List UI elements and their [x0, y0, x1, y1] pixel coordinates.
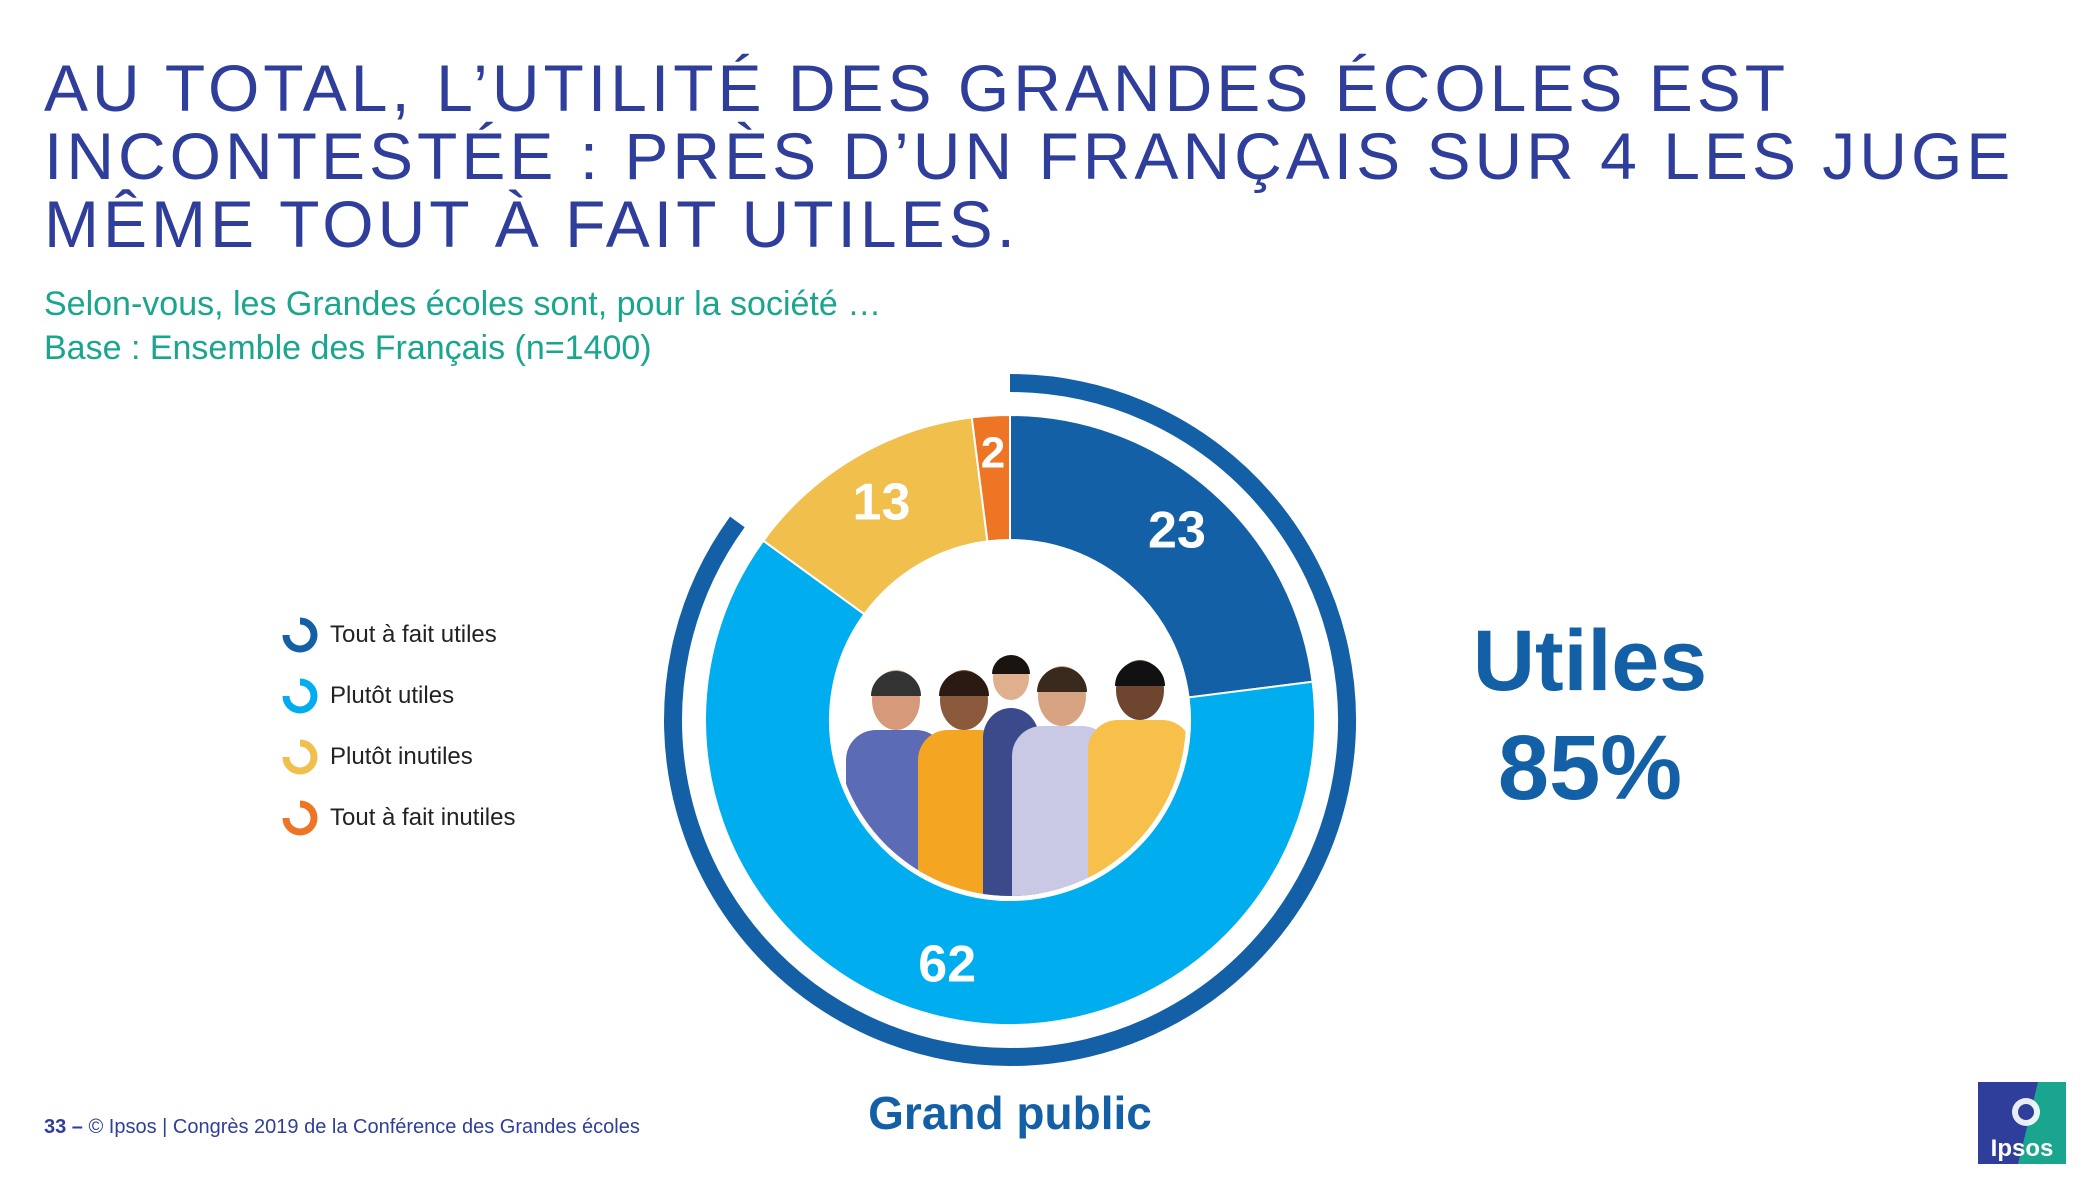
chart-caption: Grand public — [868, 1087, 1152, 1139]
legend-label: Plutôt inutiles — [330, 743, 473, 770]
data-label-tout-a-fait-inutiles: 2 — [981, 429, 1005, 478]
page-number: 33 – — [44, 1116, 83, 1138]
data-label-plutot-inutiles: 13 — [853, 474, 911, 532]
legend-label: Plutôt utiles — [330, 682, 455, 709]
slice-tout-a-fait-utiles — [1009, 413, 1314, 699]
legend-swatch-icon — [282, 617, 318, 653]
ipsos-logo: Ipsos — [1978, 1082, 2066, 1164]
footer: 33 – © Ipsos | Congrès 2019 de la Confér… — [44, 1116, 640, 1139]
data-label-plutot-utiles: 62 — [918, 936, 976, 994]
legend-label: Tout à fait utiles — [330, 621, 497, 648]
legend-swatch-icon — [282, 739, 318, 775]
legend-label: Tout à fait inutiles — [330, 804, 516, 831]
aggregate-utiles-arc — [664, 374, 1356, 1066]
base-text: Base : Ensemble des Français (n=1400) — [44, 329, 652, 367]
legend-swatch-icon — [282, 800, 318, 836]
legend-swatch-icon — [282, 678, 318, 714]
data-label-tout-a-fait-utiles: 23 — [1148, 502, 1206, 560]
svg-text:Ipsos: Ipsos — [1991, 1135, 2054, 1162]
footer-text: © Ipsos | Congrès 2019 de la Conférence … — [88, 1116, 640, 1138]
question-text: Selon-vous, les Grandes écoles sont, pou… — [44, 285, 882, 323]
page-title: AU TOTAL, L’UTILITÉ DES GRANDES ÉCOLES E… — [44, 51, 2015, 261]
slice-plutot-utiles — [704, 539, 1316, 1026]
aggregate-value: 85% — [1497, 717, 1683, 819]
slice-tout-a-fait-inutiles — [970, 413, 1011, 543]
person-figure — [1012, 666, 1112, 896]
aggregate-label: Utiles — [1472, 613, 1708, 709]
chart-subtitle: Selon-vous, les Grandes écoles sont, pou… — [44, 282, 881, 370]
